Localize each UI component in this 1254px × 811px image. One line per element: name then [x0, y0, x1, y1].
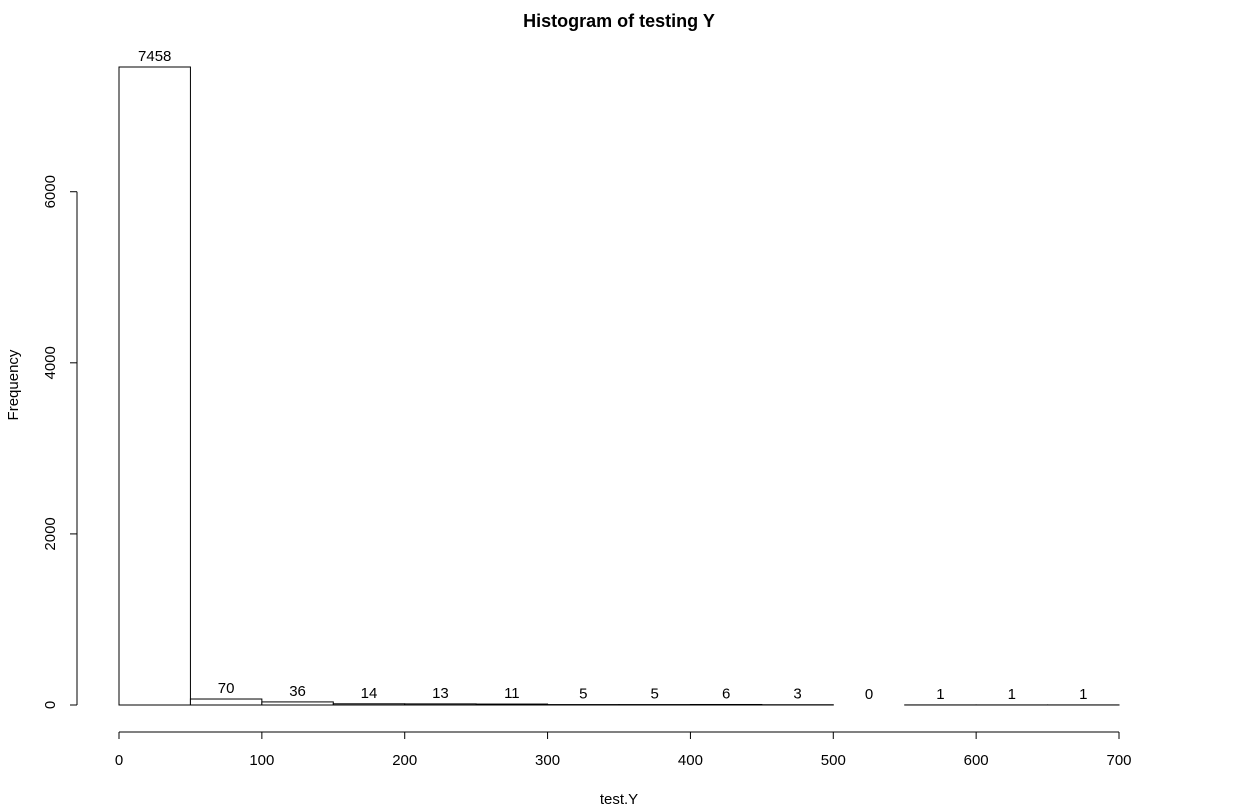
- histogram-bar: [689, 703, 763, 706]
- bar-data-label: 1: [936, 686, 944, 703]
- x-tick-label: 600: [964, 752, 989, 769]
- x-axis: 0 100 200 300 400 500 600 700: [115, 731, 1132, 769]
- bar-data-label: 70: [218, 680, 235, 697]
- bar-data-label: 1: [1008, 686, 1016, 703]
- bar-data-label: 36: [289, 683, 306, 700]
- histogram-bar: [118, 66, 191, 706]
- histogram-bar: [332, 703, 406, 706]
- bar-data-label: 14: [361, 685, 378, 702]
- x-tick-label: 700: [1106, 752, 1131, 769]
- bars-group: [118, 66, 1120, 706]
- x-tick-label: 0: [115, 752, 123, 769]
- bar-data-label: 11: [504, 685, 520, 702]
- bar-data-label: 5: [579, 686, 587, 703]
- bar-data-label: 13: [432, 685, 449, 702]
- y-axis-title: Frequency: [5, 349, 22, 420]
- x-tick-label: 100: [249, 752, 274, 769]
- bar-data-label: 3: [793, 686, 801, 703]
- x-tick-label: 400: [678, 752, 703, 769]
- y-tick-label: 0: [42, 701, 59, 709]
- chart-title: Histogram of testing Y: [523, 11, 715, 31]
- bar-data-label: 7458: [138, 48, 171, 65]
- y-tick-label: 6000: [42, 175, 59, 208]
- x-tick-label: 300: [535, 752, 560, 769]
- y-tick-label: 2000: [42, 517, 59, 550]
- bar-data-label: 6: [722, 685, 730, 702]
- y-tick-label: 4000: [42, 346, 59, 379]
- y-axis: 0 2000 4000 6000: [42, 175, 78, 709]
- bar-data-label: 5: [651, 686, 659, 703]
- x-tick-label: 500: [821, 752, 846, 769]
- histogram-bar: [475, 703, 549, 706]
- x-axis-title: test.Y: [600, 791, 638, 808]
- histogram-bar: [404, 703, 477, 706]
- bar-data-label: 0: [865, 686, 873, 703]
- histogram-bar: [189, 698, 263, 706]
- x-tick-label: 200: [392, 752, 417, 769]
- histogram-bar: [261, 701, 334, 706]
- bar-data-label: 1: [1079, 686, 1087, 703]
